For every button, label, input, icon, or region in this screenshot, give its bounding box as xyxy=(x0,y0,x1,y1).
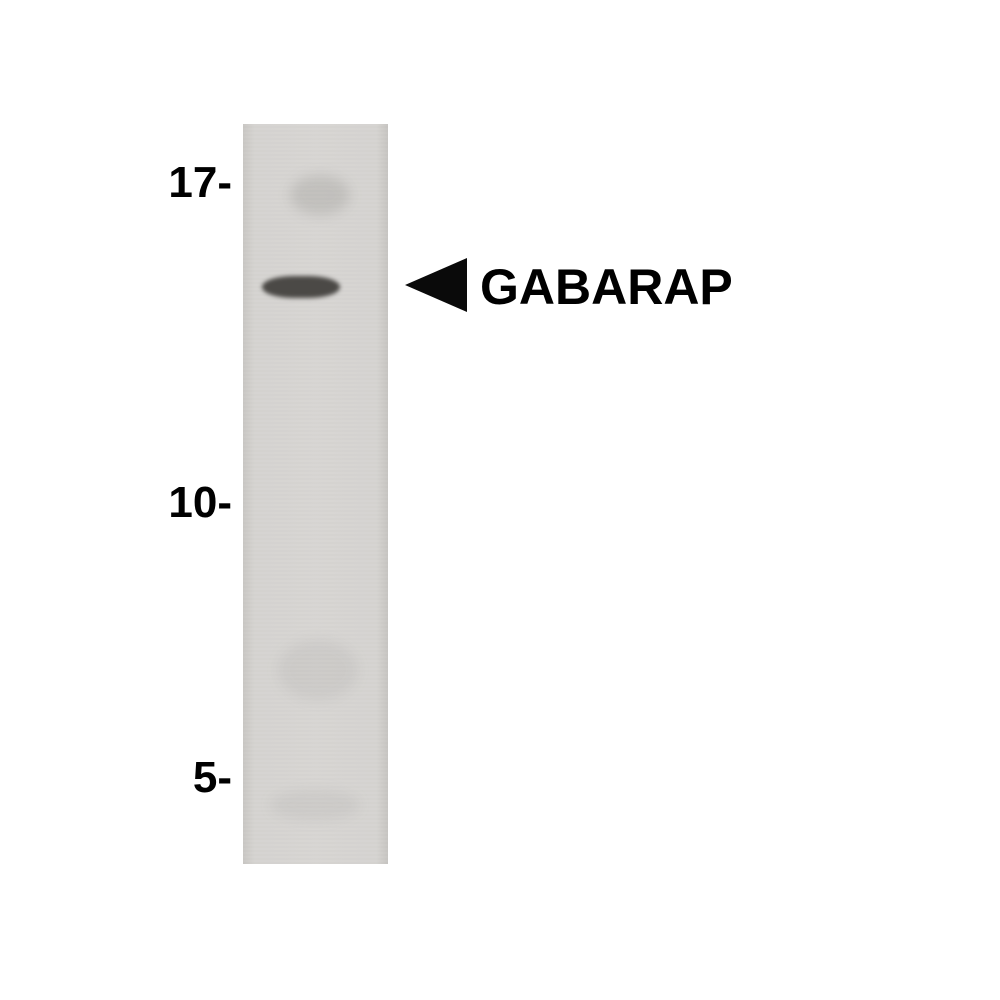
protein-band xyxy=(262,276,340,298)
faint-band xyxy=(270,790,360,820)
faint-band xyxy=(278,640,358,700)
mw-marker-17: 17- xyxy=(168,158,232,208)
mw-marker-5: 5- xyxy=(193,753,232,803)
arrow-left-icon xyxy=(405,258,467,312)
mw-marker-10: 10- xyxy=(168,478,232,528)
blot-lane xyxy=(243,124,388,864)
blot-figure: 17- 10- 5- GABARAP xyxy=(0,0,1000,1000)
faint-band xyxy=(290,175,350,215)
protein-label: GABARAP xyxy=(480,258,733,316)
